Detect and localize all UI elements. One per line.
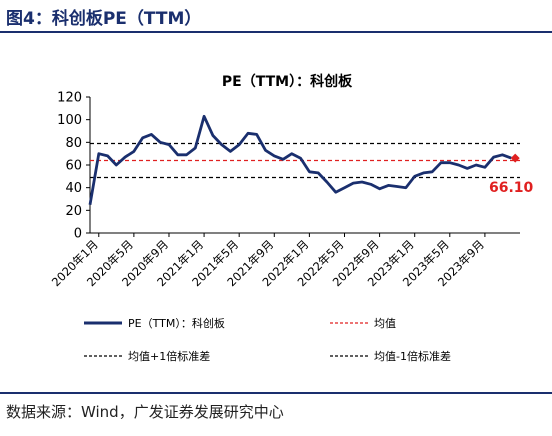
pe-chart: PE（TTM）：科创板 0204060801001202020年1月2020年5… <box>49 73 534 363</box>
bottom-rule <box>0 392 552 394</box>
pe-series-line <box>88 114 512 205</box>
latest-value-label: 66.10 <box>489 180 534 196</box>
legend-item-mean-minus-1sd-label: 均值-1倍标准差 <box>374 349 451 363</box>
y-tick-label: 120 <box>57 91 82 106</box>
y-tick-label: 20 <box>65 204 82 219</box>
legend-item-mean-plus-1sd-label: 均值+1倍标准差 <box>128 349 210 363</box>
source-note: 数据来源：Wind，广发证券发展研究中心 <box>6 403 284 421</box>
legend-item-pe-label: PE（TTM）：科创板 <box>128 316 225 330</box>
chart-title: PE（TTM）：科创板 <box>222 73 353 90</box>
y-tick-label: 0 <box>74 227 82 242</box>
y-tick-label: 40 <box>65 181 82 196</box>
y-tick-label: 60 <box>65 159 82 174</box>
y-tick-label: 80 <box>65 136 82 151</box>
y-tick-label: 100 <box>57 113 82 128</box>
legend-item-mean-label: 均值 <box>374 317 396 330</box>
figure-title: 图4：科创板PE（TTM） <box>6 9 202 29</box>
latest-value-marker <box>510 153 520 163</box>
title-rule <box>0 31 552 33</box>
